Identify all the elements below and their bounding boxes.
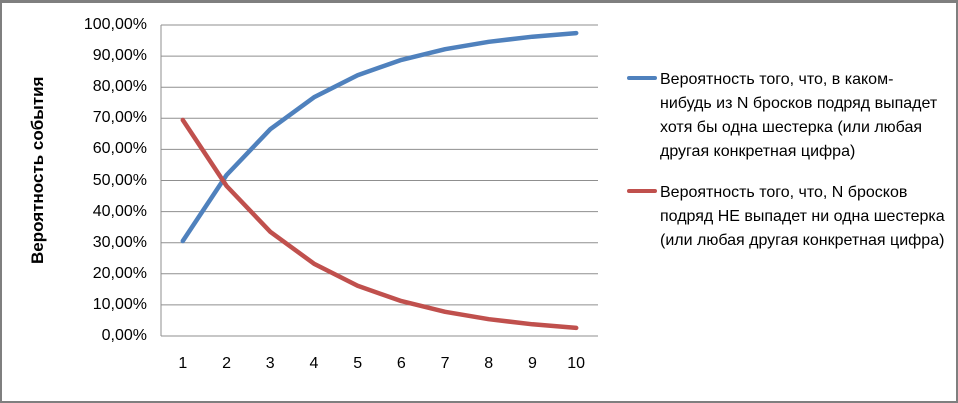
x-axis-tick-label: 4 [309,355,319,372]
legend-label-no-six: Вероятность того, что, N бросков подряд … [660,184,945,249]
y-axis-tick-label: 20,00% [92,264,147,282]
series-line-blue [180,30,579,244]
y-axis-tick-label: 90,00% [92,47,147,65]
x-axis-tick-label: 5 [353,355,363,372]
y-axis-tick-label: 30,00% [92,233,147,251]
x-axis-tick-label: 3 [265,355,275,372]
y-axis-tick-label: 0,00% [101,327,147,344]
y-axis-tick-label: 70,00% [92,109,147,127]
legend: Вероятность того, что, в каком-нибудь из… [627,68,945,253]
y-axis-tick-label: 60,00% [92,140,147,158]
x-axis-tick-label: 6 [396,355,406,372]
legend-label-at-least-one-six: Вероятность того, что, в каком-нибудь из… [660,71,938,160]
legend-item-no-six: Вероятность того, что, N бросков подряд … [627,181,945,253]
legend-line-swatch-red [627,189,657,193]
x-axis-tick-label: 7 [440,355,450,372]
y-axis-tick-label: 40,00% [92,202,147,220]
y-axis-tick-label: 80,00% [92,78,147,96]
x-axis-tick-label: 9 [527,355,537,372]
series-line-red [180,117,579,331]
x-axis-tick-label: 1 [178,355,188,372]
legend-line-swatch-blue [627,76,657,80]
x-axis-tick-label: 10 [567,355,586,372]
y-axis-tick-label: 100,00% [83,16,147,33]
y-axis-tick-label: 50,00% [92,171,147,189]
x-axis-tick-label: 8 [484,355,494,372]
legend-item-at-least-one-six: Вероятность того, что, в каком-нибудь из… [627,68,945,164]
y-axis-tick-label: 10,00% [92,295,147,313]
x-axis-tick-label: 2 [222,355,231,372]
